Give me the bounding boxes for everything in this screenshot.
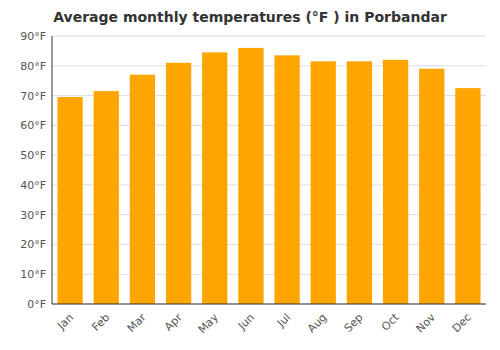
bar [238,48,263,304]
grid-line [52,304,486,305]
y-tick-label: 80°F [20,60,46,73]
x-tick-label: Jun [235,311,257,333]
grid [52,36,486,304]
bar [57,97,82,304]
y-tick-label: 50°F [20,149,46,162]
x-tick-label: Oct [379,310,402,333]
y-axis: 0°F 10°F 20°F 30°F 40°F 50°F 60°F 70°F 80°F 90°F [20,30,46,311]
bar [419,69,444,304]
bar [202,52,227,304]
x-tick-label: Nov [413,311,438,336]
x-tick-label: May [196,311,222,337]
x-tick-label: Dec [450,311,474,335]
y-tick-label: 10°F [20,268,46,281]
x-tick-label: Jul [274,311,293,330]
y-tick-label: 60°F [20,119,46,132]
x-axis-line [52,304,486,305]
bar [274,55,299,304]
bar [383,60,408,304]
x-tick-label: Feb [89,311,112,334]
bar [311,61,336,304]
x-axis: Jan Feb Mar Apr May Jun Jul Aug Sep Oct Nov Dec [54,310,474,336]
bars [57,48,480,304]
y-tick-label: 20°F [20,238,46,251]
x-tick-label: Apr [162,311,185,334]
y-tick-label: 30°F [20,209,46,222]
y-tick-label: 70°F [20,90,46,103]
x-tick-label: Sep [342,311,366,335]
bar [347,61,372,304]
chart-svg: Average monthly temperatures (°F ) in Po… [0,0,500,350]
y-axis-line [52,36,53,304]
bar [130,75,155,304]
bar [166,63,191,304]
y-tick-label: 0°F [27,298,46,311]
grid-line [52,65,486,66]
x-tick-label: Mar [125,311,149,335]
bar [94,91,119,304]
title: Average monthly temperatures (°F ) in Po… [53,9,447,25]
x-tick-label: Jan [54,311,76,333]
grid-line [52,36,486,37]
y-tick-label: 40°F [20,179,46,192]
chart-container: Average monthly temperatures (°F ) in Po… [0,0,500,350]
bar [455,88,480,304]
x-tick-label: Aug [305,311,329,335]
y-tick-label: 90°F [20,30,46,43]
